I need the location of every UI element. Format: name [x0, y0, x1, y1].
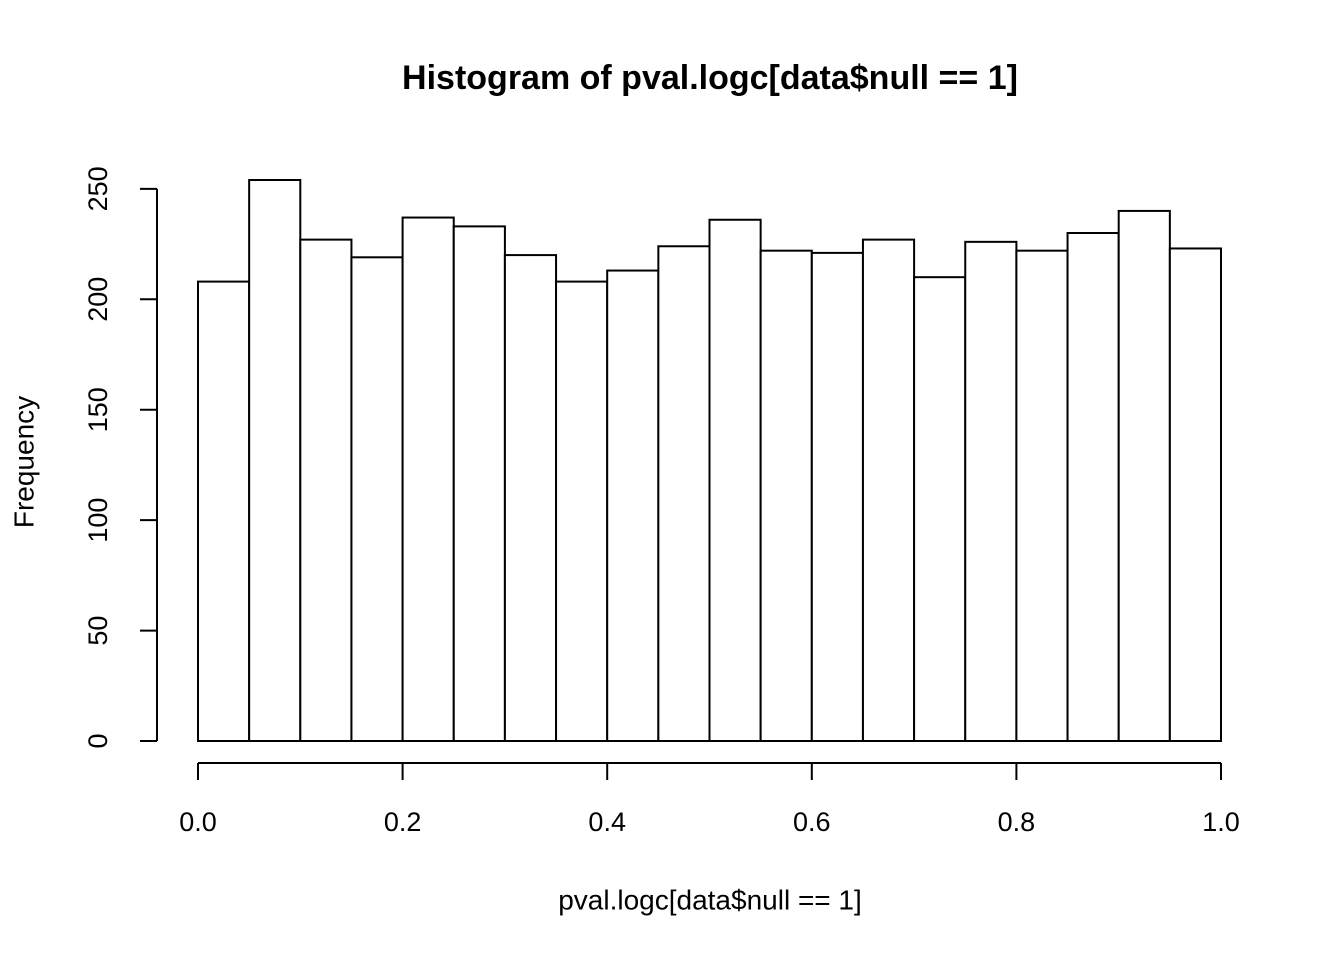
bar — [248, 179, 302, 742]
bar — [1015, 249, 1069, 743]
bar — [606, 269, 660, 742]
x-tick-label: 0.2 — [384, 807, 422, 837]
x-axis-label: pval.logc[data$null == 1] — [558, 884, 862, 915]
chart-title: Histogram of pval.logc[data$null == 1] — [402, 59, 1018, 97]
bar — [350, 256, 404, 742]
y-tick-label: 100 — [83, 498, 113, 543]
y-tick-label: 250 — [83, 166, 113, 211]
bar — [810, 251, 864, 742]
x-tick-label: 1.0 — [1202, 807, 1240, 837]
x-tick-label: 0.4 — [588, 807, 626, 837]
bar — [1168, 247, 1222, 742]
y-axis-label: Frequency — [8, 396, 39, 528]
y-tick-label: 200 — [83, 277, 113, 322]
bar — [759, 249, 813, 743]
bar — [1066, 232, 1120, 742]
bar — [964, 240, 1018, 742]
bar — [657, 245, 711, 742]
bar — [861, 238, 916, 743]
x-tick-label: 0.0 — [179, 807, 217, 837]
y-tick-label: 50 — [83, 616, 113, 646]
bar — [555, 280, 609, 742]
bar — [503, 254, 558, 742]
x-tick-label: 0.8 — [998, 807, 1036, 837]
bar — [913, 276, 967, 742]
y-tick-label: 0 — [83, 733, 113, 748]
bar — [452, 225, 506, 742]
y-tick-label: 150 — [83, 387, 113, 432]
bar — [299, 238, 353, 743]
bar — [401, 216, 455, 742]
bar — [1117, 209, 1171, 742]
bar — [197, 280, 251, 742]
x-tick-label: 0.6 — [793, 807, 831, 837]
bar — [708, 218, 762, 742]
